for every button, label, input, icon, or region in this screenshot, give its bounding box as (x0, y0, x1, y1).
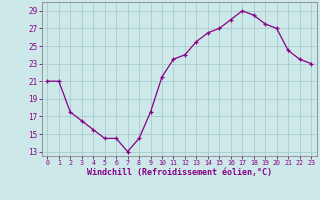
X-axis label: Windchill (Refroidissement éolien,°C): Windchill (Refroidissement éolien,°C) (87, 168, 272, 177)
